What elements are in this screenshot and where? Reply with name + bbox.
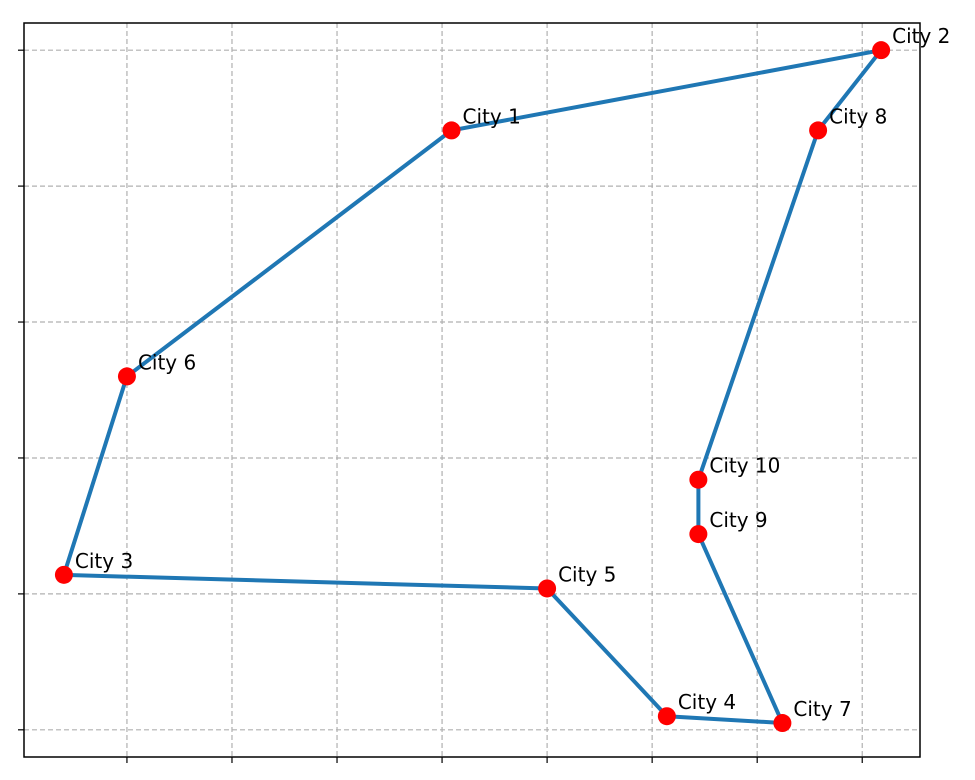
city-point [872,41,891,60]
city-point [689,525,708,544]
city-point [442,121,461,140]
city-label: City 5 [558,562,616,586]
city-label: City 2 [892,24,950,48]
city-labels: City 1 City 2 City 3 City 4 City 5 City 6 City… [75,24,951,721]
city-label: City 10 [709,454,780,478]
city-points [54,41,891,733]
city-point [689,470,708,489]
route-line [61,48,884,725]
axes-frame [23,22,921,758]
city-point [54,565,73,584]
city-label: City 4 [678,690,736,714]
city-label: City 3 [75,549,133,573]
grid [24,23,920,757]
city-label: City 9 [709,508,767,532]
city-point [809,121,828,140]
city-point [773,714,792,733]
city-point [117,367,136,386]
route [61,48,884,725]
city-point [657,707,676,726]
city-label: City 1 [463,104,521,128]
city-point [538,579,557,598]
city-label: City 8 [829,104,887,128]
axis-ticks [18,49,863,763]
city-label: City 7 [793,697,851,721]
city-label: City 6 [138,350,196,374]
